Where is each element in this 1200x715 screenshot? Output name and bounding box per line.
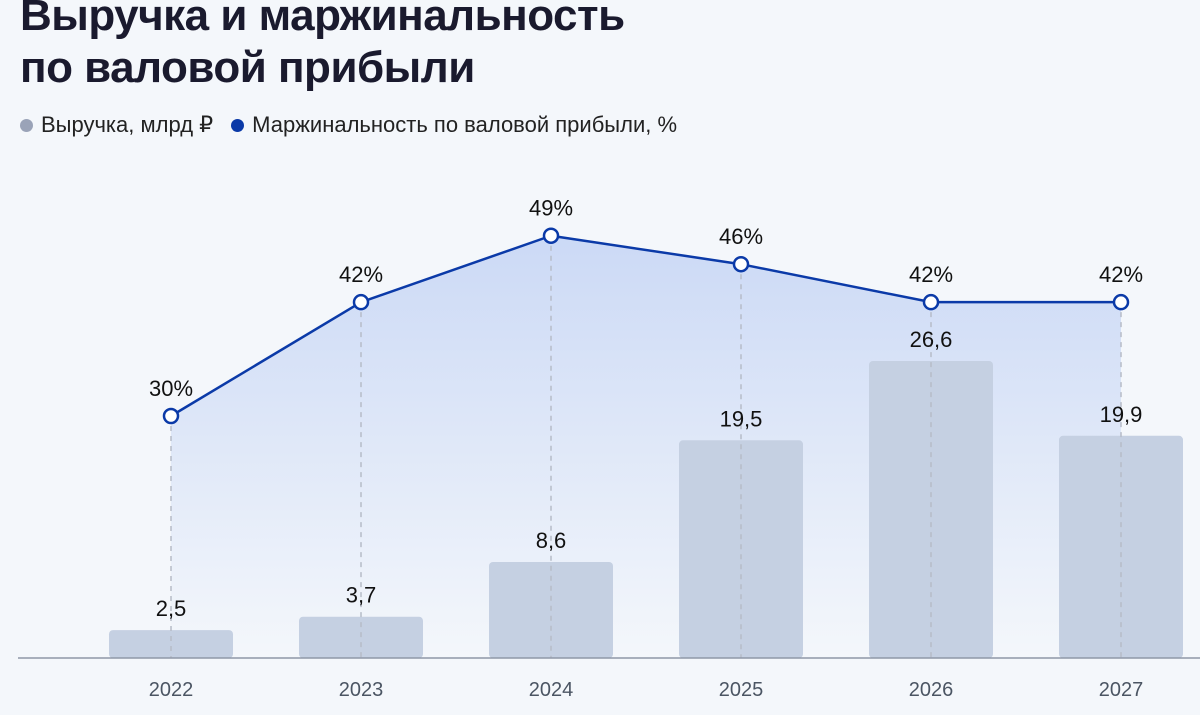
margin-label-2026: 42% bbox=[909, 262, 953, 287]
legend-item-revenue: Выручка, млрд ₽ bbox=[20, 112, 213, 138]
revenue-bars bbox=[109, 361, 1183, 658]
legend-margin-label: Маржинальность по валовой прибыли, % bbox=[252, 112, 678, 137]
revenue-label-2022: 2,5 bbox=[156, 596, 187, 621]
margin-point-2024 bbox=[542, 227, 560, 244]
revenue-label-2023: 3,7 bbox=[346, 583, 377, 608]
x-tick-label-2023: 2023 bbox=[339, 679, 384, 701]
x-axis: 2022 2023 2024 2025 2026 2027 bbox=[18, 657, 1200, 701]
legend-revenue-label: Выручка, млрд ₽ bbox=[41, 112, 214, 137]
margin-label-2027: 42% bbox=[1099, 262, 1143, 287]
revenue-bar-2026 bbox=[869, 361, 993, 658]
revenue-label-2026: 26,6 bbox=[910, 327, 953, 352]
margin-label-2023: 42% bbox=[339, 262, 383, 287]
margin-label-2025: 46% bbox=[719, 224, 763, 249]
x-tick-label-2024: 2024 bbox=[529, 679, 574, 701]
value-labels: 2,5 30% 3,7 42% 8,6 49% 19,5 46% 26,6 42% 19,9 42% bbox=[149, 196, 1143, 621]
x-tick-label-2022: 2022 bbox=[149, 679, 194, 701]
x-tick-label-2027: 2027 bbox=[1099, 679, 1144, 701]
revenue-bar-2022 bbox=[109, 630, 233, 658]
chart-title-line-1: Выручка и маржинальность bbox=[20, 0, 625, 40]
margin-line bbox=[170, 234, 1121, 418]
revenue-label-2024: 8,6 bbox=[536, 528, 567, 553]
legend-item-margin: Маржинальность по валовой прибыли, % bbox=[231, 112, 677, 138]
x-tick-label-2025: 2025 bbox=[719, 679, 764, 701]
margin-point-2022 bbox=[162, 407, 180, 425]
margin-point-2027 bbox=[1112, 293, 1130, 311]
revenue-label-2025: 19,5 bbox=[720, 406, 763, 431]
chart-title-line-2: по валовой прибыли bbox=[20, 43, 475, 92]
legend-revenue-dot bbox=[20, 118, 33, 132]
legend-margin-dot bbox=[231, 118, 245, 132]
chart-title: Выручка и маржинальность по валовой приб… bbox=[20, 0, 625, 94]
margin-label-2022: 30% bbox=[149, 376, 193, 401]
margin-point-2023 bbox=[352, 293, 370, 311]
margin-line-layer bbox=[162, 227, 1130, 425]
margin-point-2026 bbox=[922, 293, 940, 311]
margin-point-2025 bbox=[732, 255, 750, 273]
x-tick-label-2026: 2026 bbox=[909, 679, 954, 701]
revenue-bar-2023 bbox=[299, 616, 423, 658]
legend: Выручка, млрд ₽ Маржинальность по валово… bbox=[20, 112, 695, 138]
dashed-guides bbox=[170, 245, 1122, 658]
revenue-label-2027: 19,9 bbox=[1100, 402, 1143, 427]
margin-label-2024: 49% bbox=[529, 196, 573, 221]
